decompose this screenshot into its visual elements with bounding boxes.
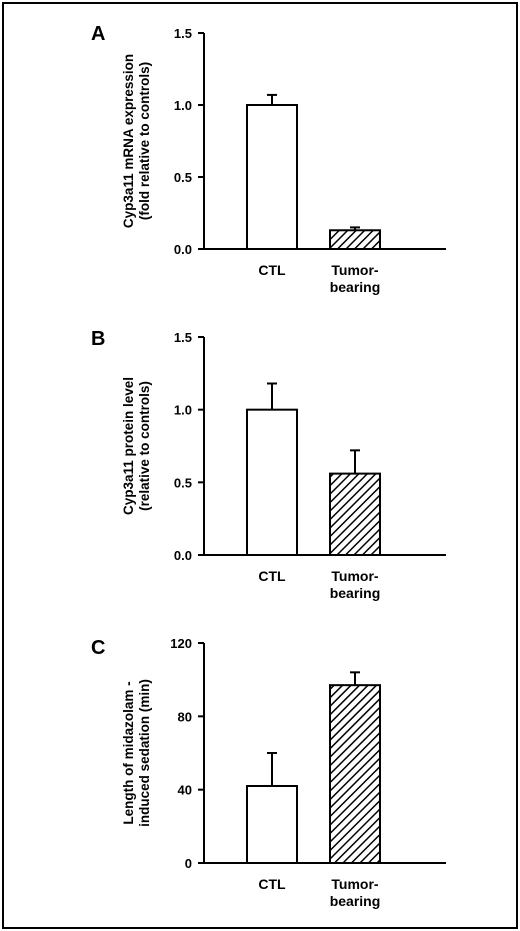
panel-c-y-tick-label: 0: [185, 856, 192, 871]
panel-b-label: B: [91, 328, 105, 350]
panel-b-y-tick-label: 0.0: [174, 548, 192, 563]
panel-c-y-tick-label: 80: [178, 709, 192, 724]
panel-c-x-tick-label-tumor-bearing: bearing: [330, 893, 381, 909]
panel-b-y-tick-label: 0.5: [174, 475, 192, 490]
panel-a-x-tick-label-tumor-bearing: bearing: [330, 279, 381, 295]
panel-b-y-axis-label: Cyp3a11 protein level(relative to contro…: [121, 377, 152, 515]
panel-a-y-axis-label: Cyp3a11 mRNA expression(fold relative to…: [121, 54, 152, 228]
panel-a-y-axis-label-line: (fold relative to controls): [137, 62, 152, 220]
panel-c-x-tick-label-tumor-bearing: Tumor-: [331, 876, 379, 892]
panel-a-x-tick-label-ctl: CTL: [258, 262, 286, 278]
panel-a-y-tick-label: 1.0: [174, 98, 192, 113]
panel-c-label: C: [91, 637, 105, 659]
panel-a-y-axis-label-line: Cyp3a11 mRNA expression: [121, 54, 136, 228]
panel-c-y-tick-label: 120: [170, 636, 192, 651]
panel-c-y-tick-label: 40: [178, 783, 192, 798]
panel-c-x-tick-label-ctl: CTL: [258, 876, 286, 892]
panel-b-y-tick-label: 1.0: [174, 403, 192, 418]
panel-b-y-axis-label-line: (relative to controls): [137, 381, 152, 511]
panel-c-y-axis-label-line: Length of midazolam -: [121, 681, 136, 824]
panel-a-x-tick-label-tumor-bearing: Tumor-: [331, 262, 379, 278]
panel-a-y-tick-label: 1.5: [174, 26, 192, 41]
panel-c-bar-ctl: [246, 785, 298, 864]
panel-a-y-tick-label: 0.5: [174, 170, 192, 185]
panel-a-y-tick-label: 0.0: [174, 242, 192, 257]
panel-c-bar-tumor-bearing: [329, 684, 381, 865]
panel-c-y-axis-label: Length of midazolam -induced sedation (m…: [121, 679, 152, 827]
panel-a-bar-ctl: [246, 104, 298, 250]
panel-b-bar-ctl: [246, 408, 298, 556]
panel-c-y-axis-label-line: induced sedation (min): [137, 679, 152, 827]
panel-b-bar-tumor-bearing: [329, 472, 381, 557]
panel-b-x-tick-label-tumor-bearing: Tumor-: [331, 568, 379, 584]
panel-b-x-tick-label-tumor-bearing: bearing: [330, 585, 381, 601]
panel-b-y-axis-label-line: Cyp3a11 protein level: [121, 377, 136, 515]
panel-a-bar-tumor-bearing: [329, 229, 381, 250]
panel-b-x-tick-label-ctl: CTL: [258, 568, 286, 584]
panel-a-label: A: [91, 23, 105, 45]
panel-b-y-tick-label: 1.5: [174, 330, 192, 345]
